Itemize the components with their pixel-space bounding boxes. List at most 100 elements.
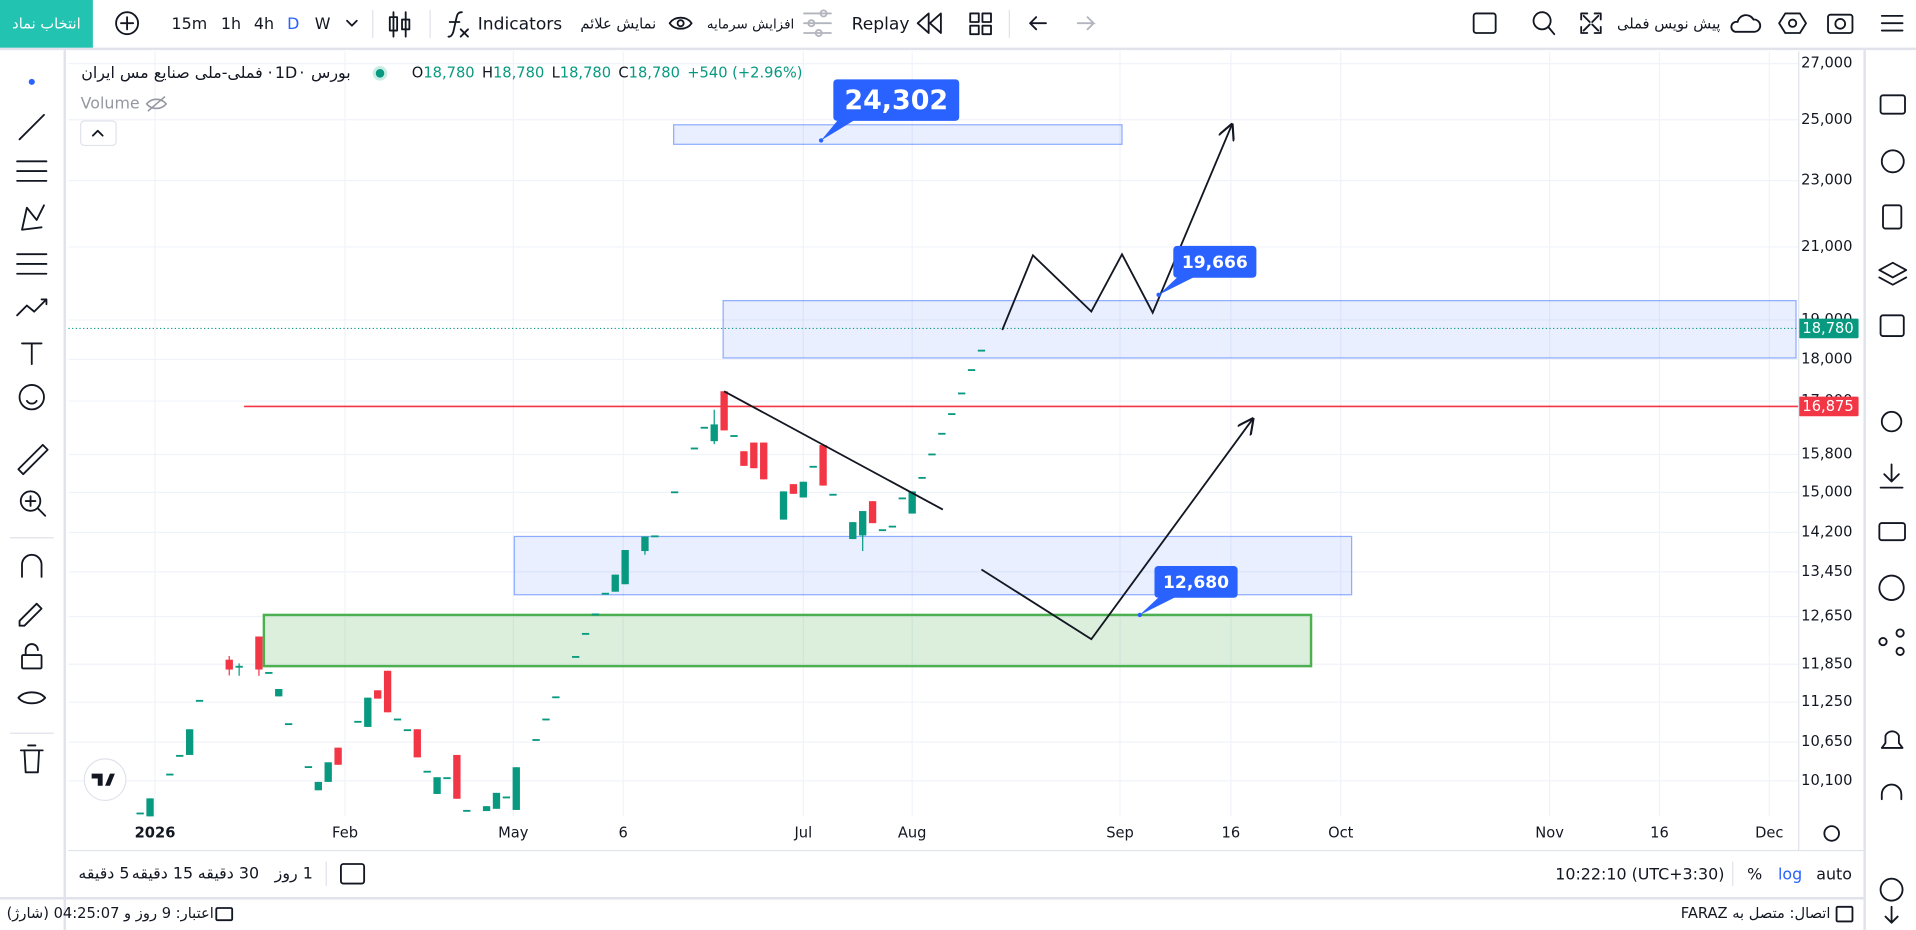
x-tick-label: 16	[1222, 824, 1241, 841]
settings-icon[interactable]	[1778, 12, 1807, 34]
ruler-tool[interactable]	[17, 443, 49, 476]
support-icon[interactable]	[1880, 783, 1903, 801]
drawing-line	[980, 419, 1252, 641]
gear-icon[interactable]	[1880, 410, 1903, 433]
candle-body	[374, 690, 382, 699]
interval-button[interactable]: 4h	[254, 14, 274, 33]
timeframe-button[interactable]: 1 روز	[274, 863, 313, 883]
hide-tool[interactable]	[17, 691, 47, 705]
y-tick-label: 13,450	[1801, 563, 1852, 580]
delete-tool[interactable]	[19, 744, 44, 774]
candle-body	[760, 442, 768, 480]
magnet-tool[interactable]	[21, 553, 43, 578]
draw-mode-tool[interactable]	[18, 602, 43, 627]
capital-button[interactable]: افزایش سرمایه	[707, 17, 794, 32]
interval-button[interactable]: W	[315, 14, 331, 33]
add-icon[interactable]	[115, 11, 139, 36]
candle-body	[641, 536, 649, 552]
drawing-line	[1001, 125, 1232, 331]
interval-button-active[interactable]: D	[287, 14, 299, 33]
text-tool[interactable]	[21, 342, 43, 366]
candle-body	[888, 525, 897, 528]
replay-button[interactable]: Replay	[852, 14, 910, 34]
clock: 10:22:10 (UTC+3:30)	[1555, 865, 1724, 884]
redo-icon[interactable]	[1076, 16, 1096, 31]
candle-body	[601, 592, 610, 595]
symbol-button-label[interactable]: انتخاب نماد	[12, 15, 81, 32]
signals-button[interactable]: نمایش علائم	[580, 15, 656, 32]
pattern-tool[interactable]	[21, 204, 45, 231]
indicators-button[interactable]: Indicators	[478, 14, 563, 34]
timeframe-button[interactable]: 5 دقیقه	[78, 863, 129, 882]
drawing-line	[723, 390, 944, 511]
menu-icon[interactable]	[1880, 14, 1904, 32]
candle-body	[265, 672, 273, 674]
callout-box	[1173, 245, 1257, 278]
fullscreen-icon[interactable]	[1580, 12, 1602, 34]
news-icon[interactable]	[1879, 314, 1905, 337]
lock-tool[interactable]	[21, 654, 43, 670]
undo-icon[interactable]	[1029, 16, 1047, 31]
trend-line-tool[interactable]	[18, 113, 45, 141]
x-tick-label: Oct	[1328, 824, 1354, 841]
candle-body	[235, 665, 243, 668]
credit-icon	[215, 907, 234, 922]
account-icon[interactable]	[1878, 574, 1905, 601]
connection-status: اتصال: متصل به FARAZ	[1681, 905, 1831, 922]
left-toolbar	[9, 50, 66, 930]
candle-body	[502, 796, 511, 799]
auto-toggle[interactable]: auto	[1816, 865, 1852, 884]
timeframe-button[interactable]: 15 دقیقه	[132, 863, 193, 882]
notes-icon[interactable]	[1882, 204, 1903, 230]
alerts-icon[interactable]	[1880, 149, 1905, 174]
log-toggle[interactable]: log	[1778, 865, 1802, 884]
interval-button[interactable]: 15m	[172, 14, 208, 33]
chart-type-icon[interactable]	[388, 11, 411, 38]
indicators-icon[interactable]	[447, 11, 469, 38]
y-tick-label: 10,100	[1801, 772, 1852, 789]
scroll-icon[interactable]	[1884, 905, 1899, 924]
eye-icon[interactable]	[668, 16, 693, 30]
percent-toggle[interactable]: %	[1747, 865, 1762, 884]
square-icon[interactable]	[1472, 12, 1497, 34]
camera-icon[interactable]	[1827, 13, 1854, 34]
collapse-button[interactable]	[80, 120, 117, 147]
replay-icon[interactable]	[916, 12, 942, 34]
volume-hidden-icon[interactable]	[145, 95, 168, 112]
card-icon[interactable]	[1878, 522, 1906, 542]
layers-icon[interactable]	[1878, 261, 1908, 286]
interval-dropdown[interactable]	[346, 19, 358, 27]
download-icon[interactable]	[1879, 463, 1904, 489]
timeframe-button[interactable]: 30 دقیقه	[198, 863, 259, 882]
axis-settings-icon[interactable]	[1823, 825, 1840, 842]
plot	[68, 125, 1799, 817]
candle-body	[413, 729, 421, 758]
cloud-icon[interactable]	[1730, 14, 1762, 33]
interval-button[interactable]: 1h	[221, 14, 241, 33]
x-tick-label: Feb	[332, 824, 358, 841]
y-tick-label: 14,200	[1801, 523, 1852, 540]
help-icon[interactable]	[1879, 877, 1904, 902]
layout-name[interactable]: پیش نویس فملی	[1617, 15, 1720, 32]
projection-tool[interactable]	[16, 253, 48, 275]
emoji-tool[interactable]	[18, 384, 45, 411]
candle-body	[146, 798, 154, 817]
watchlist-icon[interactable]	[1879, 94, 1906, 115]
candle-body	[898, 497, 906, 500]
x-tick-label: Dec	[1755, 824, 1783, 841]
fib-tool[interactable]	[16, 160, 48, 182]
symbol-button[interactable]	[0, 0, 93, 48]
ohlc-key: L	[552, 64, 561, 81]
candle-body	[393, 718, 402, 721]
share-icon-node	[1895, 628, 1905, 638]
candle-body	[185, 729, 194, 755]
date-range-icon[interactable]	[340, 863, 366, 885]
layout-icon[interactable]	[969, 12, 992, 36]
zoom-tool[interactable]	[19, 490, 42, 512]
cursor-tool[interactable]	[28, 78, 35, 85]
prediction-tool[interactable]	[16, 298, 48, 317]
search-icon-handle	[1547, 25, 1556, 36]
share-icon[interactable]	[1878, 637, 1888, 647]
search-icon[interactable]	[1532, 11, 1552, 31]
notification-icon[interactable]	[1880, 730, 1904, 749]
